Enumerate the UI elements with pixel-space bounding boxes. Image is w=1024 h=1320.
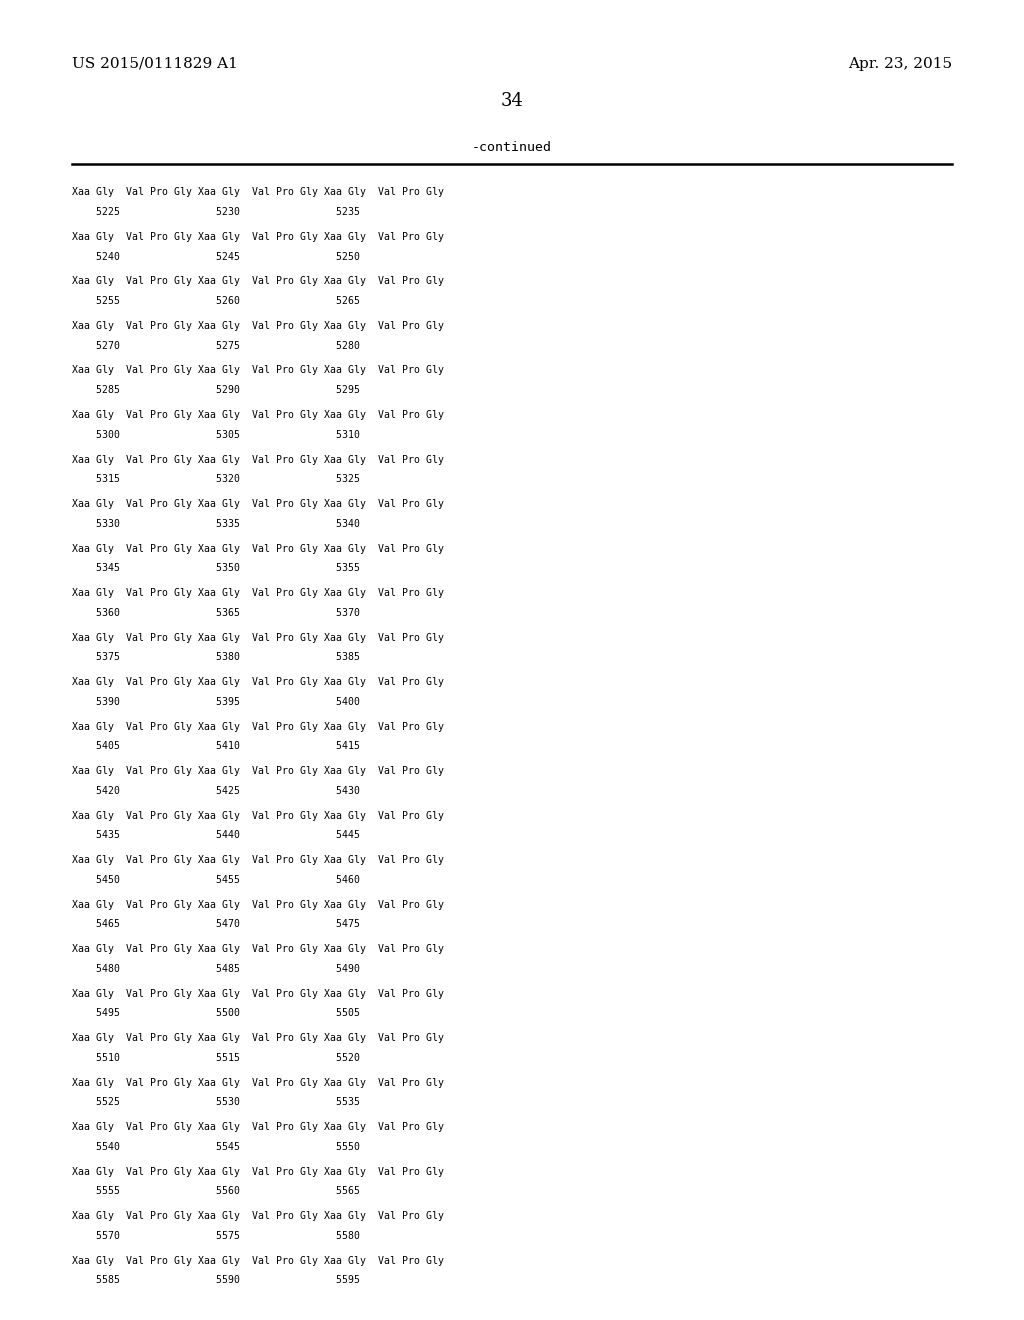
Text: Xaa Gly  Val Pro Gly Xaa Gly  Val Pro Gly Xaa Gly  Val Pro Gly: Xaa Gly Val Pro Gly Xaa Gly Val Pro Gly … (72, 187, 443, 198)
Text: Xaa Gly  Val Pro Gly Xaa Gly  Val Pro Gly Xaa Gly  Val Pro Gly: Xaa Gly Val Pro Gly Xaa Gly Val Pro Gly … (72, 1167, 443, 1176)
Text: Xaa Gly  Val Pro Gly Xaa Gly  Val Pro Gly Xaa Gly  Val Pro Gly: Xaa Gly Val Pro Gly Xaa Gly Val Pro Gly … (72, 677, 443, 686)
Text: Xaa Gly  Val Pro Gly Xaa Gly  Val Pro Gly Xaa Gly  Val Pro Gly: Xaa Gly Val Pro Gly Xaa Gly Val Pro Gly … (72, 632, 443, 643)
Text: 5405                5410                5415: 5405 5410 5415 (72, 741, 359, 751)
Text: 5495                5500                5505: 5495 5500 5505 (72, 1008, 359, 1018)
Text: 5345                5350                5355: 5345 5350 5355 (72, 564, 359, 573)
Text: 5285                5290                5295: 5285 5290 5295 (72, 385, 359, 395)
Text: Xaa Gly  Val Pro Gly Xaa Gly  Val Pro Gly Xaa Gly  Val Pro Gly: Xaa Gly Val Pro Gly Xaa Gly Val Pro Gly … (72, 855, 443, 865)
Text: 5435                5440                5445: 5435 5440 5445 (72, 830, 359, 840)
Text: 5360                5365                5370: 5360 5365 5370 (72, 607, 359, 618)
Text: Xaa Gly  Val Pro Gly Xaa Gly  Val Pro Gly Xaa Gly  Val Pro Gly: Xaa Gly Val Pro Gly Xaa Gly Val Pro Gly … (72, 232, 443, 242)
Text: 5585                5590                5595: 5585 5590 5595 (72, 1275, 359, 1286)
Text: 34: 34 (501, 92, 523, 111)
Text: 5525                5530                5535: 5525 5530 5535 (72, 1097, 359, 1107)
Text: 5555                5560                5565: 5555 5560 5565 (72, 1187, 359, 1196)
Text: Xaa Gly  Val Pro Gly Xaa Gly  Val Pro Gly Xaa Gly  Val Pro Gly: Xaa Gly Val Pro Gly Xaa Gly Val Pro Gly … (72, 944, 443, 954)
Text: Xaa Gly  Val Pro Gly Xaa Gly  Val Pro Gly Xaa Gly  Val Pro Gly: Xaa Gly Val Pro Gly Xaa Gly Val Pro Gly … (72, 766, 443, 776)
Text: Xaa Gly  Val Pro Gly Xaa Gly  Val Pro Gly Xaa Gly  Val Pro Gly: Xaa Gly Val Pro Gly Xaa Gly Val Pro Gly … (72, 1034, 443, 1043)
Text: 5255                5260                5265: 5255 5260 5265 (72, 296, 359, 306)
Text: Xaa Gly  Val Pro Gly Xaa Gly  Val Pro Gly Xaa Gly  Val Pro Gly: Xaa Gly Val Pro Gly Xaa Gly Val Pro Gly … (72, 499, 443, 510)
Text: 5315                5320                5325: 5315 5320 5325 (72, 474, 359, 484)
Text: Xaa Gly  Val Pro Gly Xaa Gly  Val Pro Gly Xaa Gly  Val Pro Gly: Xaa Gly Val Pro Gly Xaa Gly Val Pro Gly … (72, 1212, 443, 1221)
Text: Xaa Gly  Val Pro Gly Xaa Gly  Val Pro Gly Xaa Gly  Val Pro Gly: Xaa Gly Val Pro Gly Xaa Gly Val Pro Gly … (72, 1255, 443, 1266)
Text: Xaa Gly  Val Pro Gly Xaa Gly  Val Pro Gly Xaa Gly  Val Pro Gly: Xaa Gly Val Pro Gly Xaa Gly Val Pro Gly … (72, 276, 443, 286)
Text: Xaa Gly  Val Pro Gly Xaa Gly  Val Pro Gly Xaa Gly  Val Pro Gly: Xaa Gly Val Pro Gly Xaa Gly Val Pro Gly … (72, 411, 443, 420)
Text: 5510                5515                5520: 5510 5515 5520 (72, 1053, 359, 1063)
Text: 5465                5470                5475: 5465 5470 5475 (72, 919, 359, 929)
Text: 5375                5380                5385: 5375 5380 5385 (72, 652, 359, 663)
Text: Xaa Gly  Val Pro Gly Xaa Gly  Val Pro Gly Xaa Gly  Val Pro Gly: Xaa Gly Val Pro Gly Xaa Gly Val Pro Gly … (72, 1077, 443, 1088)
Text: 5480                5485                5490: 5480 5485 5490 (72, 964, 359, 974)
Text: 5270                5275                5280: 5270 5275 5280 (72, 341, 359, 351)
Text: Xaa Gly  Val Pro Gly Xaa Gly  Val Pro Gly Xaa Gly  Val Pro Gly: Xaa Gly Val Pro Gly Xaa Gly Val Pro Gly … (72, 454, 443, 465)
Text: 5570                5575                5580: 5570 5575 5580 (72, 1230, 359, 1241)
Text: 5390                5395                5400: 5390 5395 5400 (72, 697, 359, 706)
Text: Xaa Gly  Val Pro Gly Xaa Gly  Val Pro Gly Xaa Gly  Val Pro Gly: Xaa Gly Val Pro Gly Xaa Gly Val Pro Gly … (72, 544, 443, 553)
Text: Xaa Gly  Val Pro Gly Xaa Gly  Val Pro Gly Xaa Gly  Val Pro Gly: Xaa Gly Val Pro Gly Xaa Gly Val Pro Gly … (72, 321, 443, 331)
Text: 5225                5230                5235: 5225 5230 5235 (72, 207, 359, 216)
Text: Xaa Gly  Val Pro Gly Xaa Gly  Val Pro Gly Xaa Gly  Val Pro Gly: Xaa Gly Val Pro Gly Xaa Gly Val Pro Gly … (72, 900, 443, 909)
Text: Xaa Gly  Val Pro Gly Xaa Gly  Val Pro Gly Xaa Gly  Val Pro Gly: Xaa Gly Val Pro Gly Xaa Gly Val Pro Gly … (72, 722, 443, 731)
Text: 5420                5425                5430: 5420 5425 5430 (72, 785, 359, 796)
Text: 5330                5335                5340: 5330 5335 5340 (72, 519, 359, 528)
Text: 5240                5245                5250: 5240 5245 5250 (72, 252, 359, 261)
Text: Xaa Gly  Val Pro Gly Xaa Gly  Val Pro Gly Xaa Gly  Val Pro Gly: Xaa Gly Val Pro Gly Xaa Gly Val Pro Gly … (72, 989, 443, 999)
Text: 5540                5545                5550: 5540 5545 5550 (72, 1142, 359, 1152)
Text: Xaa Gly  Val Pro Gly Xaa Gly  Val Pro Gly Xaa Gly  Val Pro Gly: Xaa Gly Val Pro Gly Xaa Gly Val Pro Gly … (72, 1122, 443, 1133)
Text: Xaa Gly  Val Pro Gly Xaa Gly  Val Pro Gly Xaa Gly  Val Pro Gly: Xaa Gly Val Pro Gly Xaa Gly Val Pro Gly … (72, 587, 443, 598)
Text: US 2015/0111829 A1: US 2015/0111829 A1 (72, 57, 238, 71)
Text: Xaa Gly  Val Pro Gly Xaa Gly  Val Pro Gly Xaa Gly  Val Pro Gly: Xaa Gly Val Pro Gly Xaa Gly Val Pro Gly … (72, 810, 443, 821)
Text: 5450                5455                5460: 5450 5455 5460 (72, 875, 359, 884)
Text: -continued: -continued (472, 141, 552, 154)
Text: Xaa Gly  Val Pro Gly Xaa Gly  Val Pro Gly Xaa Gly  Val Pro Gly: Xaa Gly Val Pro Gly Xaa Gly Val Pro Gly … (72, 366, 443, 375)
Text: Apr. 23, 2015: Apr. 23, 2015 (848, 57, 952, 71)
Text: 5300                5305                5310: 5300 5305 5310 (72, 429, 359, 440)
